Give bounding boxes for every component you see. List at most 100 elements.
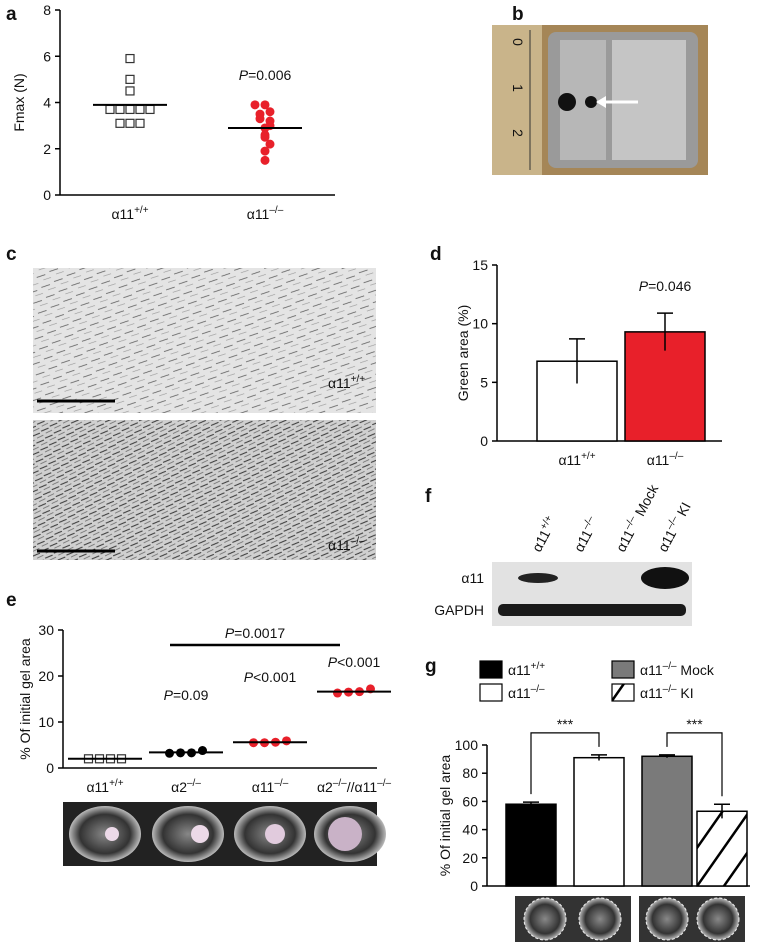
point bbox=[135, 118, 145, 128]
legend-label: α11+/+ bbox=[508, 661, 545, 678]
blot-f bbox=[492, 562, 692, 626]
legend-swatch bbox=[611, 660, 635, 679]
ruler-label: 1 bbox=[510, 84, 526, 92]
y-axis-label: Green area (%) bbox=[455, 305, 471, 401]
y-tick-label: 60 bbox=[462, 793, 478, 809]
error-bar bbox=[569, 338, 585, 384]
photo-b bbox=[492, 25, 708, 175]
bar bbox=[696, 810, 748, 887]
significance-label: *** bbox=[686, 716, 703, 732]
annotation: P=0.09 bbox=[164, 687, 209, 703]
y-tick-label: 100 bbox=[455, 737, 479, 753]
annotation: P<0.001 bbox=[328, 654, 381, 670]
y-tick-label: 10 bbox=[38, 714, 54, 730]
legend-swatch bbox=[611, 683, 635, 702]
point bbox=[115, 118, 125, 128]
lane-label: α11+/+ bbox=[528, 514, 561, 555]
point bbox=[260, 155, 270, 165]
y-tick-label: 15 bbox=[472, 257, 488, 273]
micrograph-label: α11–/– bbox=[328, 536, 365, 553]
x-tick-label: α11–/– bbox=[247, 205, 284, 222]
y-tick-label: 0 bbox=[46, 760, 54, 776]
x-tick-label: α11+/+ bbox=[111, 205, 148, 222]
legend-label: α11–/– Mock bbox=[640, 661, 715, 678]
legend-label: α11–/– KI bbox=[640, 684, 694, 701]
point bbox=[125, 118, 135, 128]
annotation: P=0.006 bbox=[239, 67, 292, 83]
y-tick-label: 10 bbox=[472, 316, 488, 332]
panel-letter: b bbox=[512, 4, 524, 25]
point bbox=[260, 100, 270, 110]
point bbox=[125, 74, 135, 84]
point bbox=[115, 104, 125, 115]
point bbox=[333, 688, 342, 698]
wells-e bbox=[63, 802, 386, 866]
y-tick-label: 8 bbox=[43, 2, 51, 18]
x-tick-label: α11–/– bbox=[252, 778, 289, 795]
y-tick-label: 30 bbox=[38, 622, 54, 638]
point bbox=[135, 104, 145, 115]
point bbox=[255, 114, 265, 124]
panel-letter: f bbox=[425, 486, 432, 507]
annotation: P=0.046 bbox=[639, 278, 692, 294]
ruler-label: 0 bbox=[510, 38, 526, 46]
y-tick-label: 6 bbox=[43, 48, 51, 64]
point bbox=[125, 53, 135, 64]
row-label: α11 bbox=[461, 570, 484, 586]
legend-swatch bbox=[479, 660, 503, 679]
error-bar bbox=[657, 312, 673, 351]
panel-letter: g bbox=[425, 656, 437, 677]
panel-letter: e bbox=[6, 590, 17, 611]
y-tick-label: 0 bbox=[480, 433, 488, 449]
point bbox=[105, 104, 115, 115]
error-bar bbox=[591, 754, 607, 761]
point bbox=[260, 132, 270, 142]
legend-label: α11–/– bbox=[508, 684, 545, 701]
error-bar bbox=[659, 754, 675, 758]
point bbox=[125, 104, 135, 115]
error-bar bbox=[523, 801, 539, 807]
significance-bracket bbox=[530, 732, 600, 795]
point bbox=[265, 139, 275, 149]
y-axis-label: Fmax (N) bbox=[11, 73, 27, 131]
y-axis-label: % Of initial gel area bbox=[17, 638, 33, 760]
row-label: GAPDH bbox=[434, 602, 484, 618]
panel-letter: c bbox=[6, 244, 17, 265]
significance-bracket bbox=[666, 732, 723, 797]
lane-label: α11–/– Mock bbox=[612, 480, 662, 554]
y-tick-label: 20 bbox=[462, 850, 478, 866]
x-tick-label: α2–/– bbox=[171, 778, 201, 795]
point bbox=[265, 107, 275, 117]
bar bbox=[641, 755, 693, 887]
lane-label: α11–/– KI bbox=[654, 499, 694, 554]
significance-label: *** bbox=[557, 716, 574, 732]
y-tick-label: 0 bbox=[470, 878, 478, 894]
bar bbox=[573, 756, 625, 887]
bracket-label: P=0.0017 bbox=[225, 625, 286, 641]
y-tick-label: 0 bbox=[43, 187, 51, 203]
x-tick-label: α11+/+ bbox=[86, 778, 123, 795]
point bbox=[145, 104, 155, 115]
y-tick-label: 5 bbox=[480, 374, 488, 390]
point bbox=[125, 86, 135, 96]
annotation: P<0.001 bbox=[244, 669, 297, 685]
micrographs-c bbox=[33, 268, 376, 560]
point bbox=[198, 746, 207, 756]
point bbox=[282, 736, 291, 746]
ruler-label: 2 bbox=[510, 129, 526, 137]
x-tick-label: α11–/– bbox=[647, 451, 684, 468]
y-axis-label: % Of initial gel area bbox=[437, 755, 453, 877]
legend-swatch bbox=[479, 683, 503, 702]
lane-label: α11–/– bbox=[570, 514, 602, 555]
bar bbox=[505, 803, 557, 887]
x-tick-label: α2–/–//α11–/– bbox=[317, 778, 392, 795]
y-tick-label: 4 bbox=[43, 95, 51, 111]
y-tick-label: 40 bbox=[462, 822, 478, 838]
error-bar bbox=[714, 803, 730, 819]
x-tick-label: α11+/+ bbox=[558, 451, 595, 468]
wells-g bbox=[515, 896, 745, 942]
panel-letter: d bbox=[430, 244, 442, 265]
point bbox=[250, 100, 260, 110]
y-tick-label: 20 bbox=[38, 668, 54, 684]
